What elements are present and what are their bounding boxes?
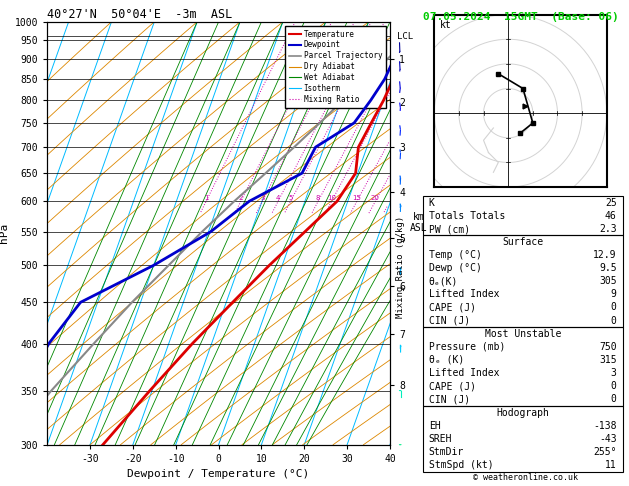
- Text: 10: 10: [327, 195, 336, 201]
- Text: K: K: [429, 198, 435, 208]
- Bar: [423, 328, 623, 406]
- Bar: [423, 406, 623, 472]
- Text: StmDir: StmDir: [429, 447, 464, 457]
- Text: CIN (J): CIN (J): [429, 315, 470, 326]
- Text: 5: 5: [289, 195, 293, 201]
- Text: 12.9: 12.9: [593, 250, 616, 260]
- Text: Totals Totals: Totals Totals: [429, 211, 505, 221]
- Text: 20: 20: [371, 195, 380, 201]
- Text: 25: 25: [605, 198, 616, 208]
- Text: 0: 0: [611, 395, 616, 404]
- Legend: Temperature, Dewpoint, Parcel Trajectory, Dry Adiabat, Wet Adiabat, Isotherm, Mi: Temperature, Dewpoint, Parcel Trajectory…: [286, 26, 386, 108]
- Text: Surface: Surface: [502, 237, 543, 247]
- Text: LCL: LCL: [397, 32, 413, 41]
- Text: -43: -43: [599, 434, 616, 444]
- Text: Temp (°C): Temp (°C): [429, 250, 482, 260]
- Text: 11: 11: [605, 460, 616, 470]
- Text: 750: 750: [599, 342, 616, 352]
- Text: Dewp (°C): Dewp (°C): [429, 263, 482, 273]
- X-axis label: Dewpoint / Temperature (°C): Dewpoint / Temperature (°C): [128, 469, 309, 479]
- Text: -138: -138: [593, 421, 616, 431]
- Text: 4: 4: [276, 195, 281, 201]
- Text: Pressure (mb): Pressure (mb): [429, 342, 505, 352]
- Text: 46: 46: [605, 211, 616, 221]
- Bar: [423, 196, 623, 235]
- Text: © weatheronline.co.uk: © weatheronline.co.uk: [473, 473, 577, 482]
- Text: 255°: 255°: [593, 447, 616, 457]
- Text: PW (cm): PW (cm): [429, 224, 470, 234]
- Y-axis label: km
ASL: km ASL: [410, 212, 428, 233]
- Text: Most Unstable: Most Unstable: [484, 329, 561, 339]
- Text: Lifted Index: Lifted Index: [429, 368, 499, 378]
- Text: 15: 15: [352, 195, 361, 201]
- Text: 9.5: 9.5: [599, 263, 616, 273]
- Text: 1: 1: [204, 195, 208, 201]
- Bar: [423, 235, 623, 328]
- Text: 305: 305: [599, 276, 616, 286]
- Text: CAPE (J): CAPE (J): [429, 302, 476, 312]
- Text: 315: 315: [599, 355, 616, 365]
- Text: 40°27'N  50°04'E  -3m  ASL: 40°27'N 50°04'E -3m ASL: [47, 8, 233, 21]
- Text: Lifted Index: Lifted Index: [429, 289, 499, 299]
- Y-axis label: hPa: hPa: [0, 223, 9, 243]
- Text: StmSpd (kt): StmSpd (kt): [429, 460, 493, 470]
- Text: 3: 3: [611, 368, 616, 378]
- Text: θₑ (K): θₑ (K): [429, 355, 464, 365]
- Text: Mixing Ratio (g/kg): Mixing Ratio (g/kg): [396, 216, 405, 318]
- Text: 0: 0: [611, 315, 616, 326]
- Text: 8: 8: [316, 195, 320, 201]
- Text: 2: 2: [238, 195, 243, 201]
- Text: 3: 3: [260, 195, 265, 201]
- Text: SREH: SREH: [429, 434, 452, 444]
- Text: 07.05.2024  15GMT  (Base: 06): 07.05.2024 15GMT (Base: 06): [423, 12, 618, 22]
- Text: CAPE (J): CAPE (J): [429, 381, 476, 391]
- Text: 9: 9: [611, 289, 616, 299]
- Text: CIN (J): CIN (J): [429, 395, 470, 404]
- Text: 2.3: 2.3: [599, 224, 616, 234]
- Text: 0: 0: [611, 302, 616, 312]
- Text: 0: 0: [611, 381, 616, 391]
- Text: kt: kt: [440, 20, 451, 30]
- Text: Hodograph: Hodograph: [496, 408, 549, 417]
- Text: θₑ(K): θₑ(K): [429, 276, 458, 286]
- Text: EH: EH: [429, 421, 440, 431]
